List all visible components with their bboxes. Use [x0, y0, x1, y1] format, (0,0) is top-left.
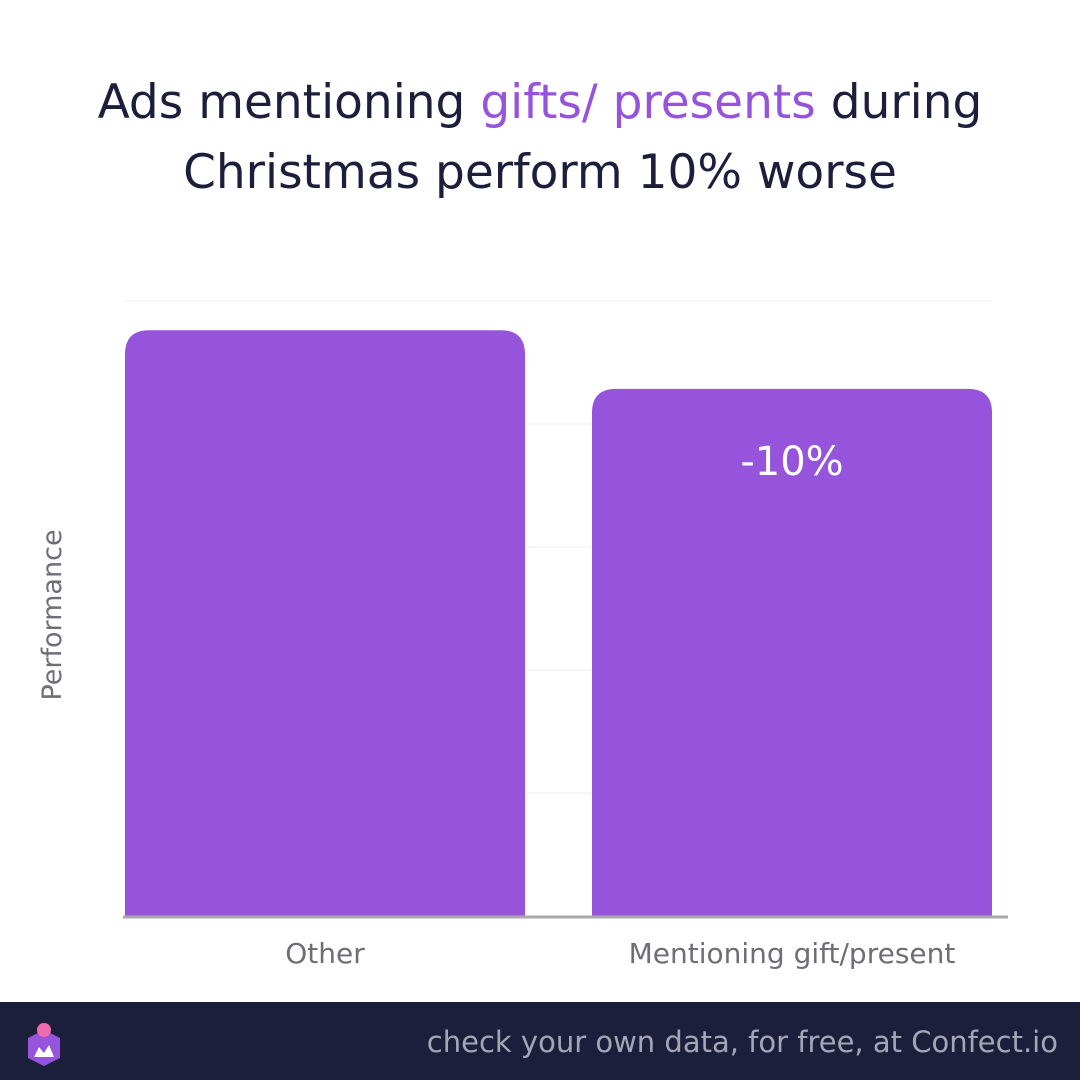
title-line-2: Christmas perform 10% worse — [183, 145, 897, 200]
chart-title: Ads mentioning gifts/ presents during Chr… — [40, 68, 1040, 208]
y-axis-label: Performance — [37, 529, 68, 700]
bar-mentioning-gift-present — [592, 388, 992, 916]
title-part-2: during — [815, 75, 983, 130]
x-tick-labels: Other Mentioning gift/present — [285, 937, 955, 970]
footer-cta-text: check your own data, for free, at Confec… — [426, 1025, 1058, 1059]
bar-other — [125, 330, 525, 916]
x-tick-label: Other — [285, 937, 365, 970]
bar-chart: -10% Other Mentioning gift/present Perfor… — [37, 300, 1008, 970]
x-tick-label: Mentioning gift/present — [629, 937, 956, 970]
bars — [125, 330, 992, 916]
title-highlight: gifts/ presents — [480, 75, 816, 130]
footer-banner: check your own data, for free, at Confec… — [0, 1002, 1080, 1080]
title-part-1: Ads mentioning — [97, 75, 481, 130]
data-labels: -10% — [740, 439, 843, 485]
confect-logo-icon — [28, 1023, 60, 1066]
bar-data-label: -10% — [740, 439, 843, 485]
